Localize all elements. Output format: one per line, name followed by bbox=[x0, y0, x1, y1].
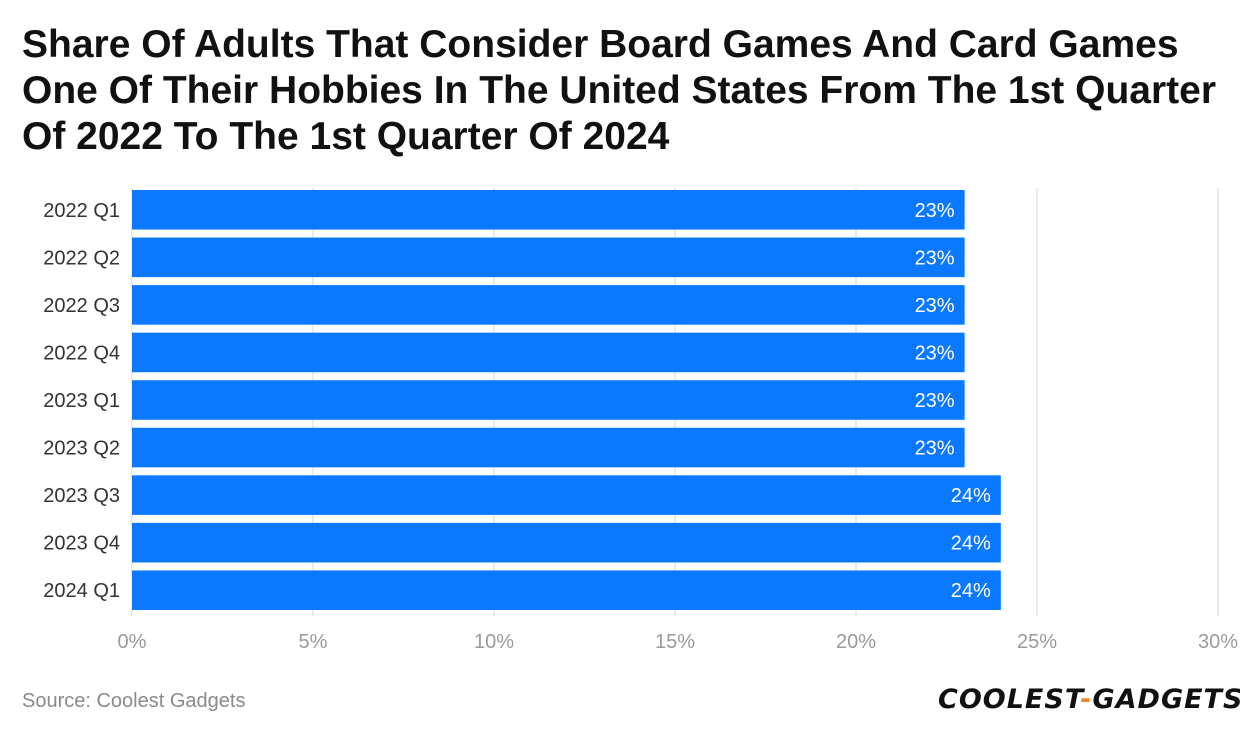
data-label: 23% bbox=[915, 438, 955, 460]
category-label: 2023 Q3 bbox=[43, 485, 120, 507]
data-label: 23% bbox=[915, 247, 955, 269]
brand-logo: COOLEST-GADGETS bbox=[938, 684, 1240, 715]
bar bbox=[132, 427, 965, 468]
bars: 23% 23% 23% 23% 23% 23% 24% 24% 24% bbox=[132, 190, 1001, 610]
x-tick-label: 5% bbox=[299, 631, 328, 653]
x-tick-label: 20% bbox=[836, 631, 876, 653]
category-label: 2022 Q1 bbox=[43, 200, 120, 222]
data-label: 23% bbox=[915, 200, 955, 222]
data-label: 24% bbox=[951, 485, 991, 507]
chart-title: Share Of Adults That Consider Board Game… bbox=[22, 23, 1217, 158]
bar bbox=[132, 237, 965, 278]
x-tick-label: 0% bbox=[118, 631, 147, 653]
data-label: 23% bbox=[915, 295, 955, 317]
x-tick-label: 30% bbox=[1198, 631, 1238, 653]
category-label: 2023 Q2 bbox=[43, 438, 120, 460]
data-label: 23% bbox=[915, 390, 955, 412]
category-label: 2024 Q1 bbox=[43, 580, 120, 602]
x-tick-label: 25% bbox=[1017, 631, 1057, 653]
category-label: 2022 Q4 bbox=[43, 342, 120, 364]
category-label: 2022 Q2 bbox=[43, 247, 120, 269]
bar bbox=[132, 190, 965, 230]
category-label: 2023 Q1 bbox=[43, 390, 120, 412]
data-label: 24% bbox=[951, 533, 991, 555]
logo-dash: - bbox=[1080, 684, 1093, 715]
bar bbox=[132, 570, 1001, 610]
category-label: 2023 Q4 bbox=[43, 533, 120, 555]
x-tick-label: 15% bbox=[655, 631, 695, 653]
bar bbox=[132, 475, 1001, 515]
logo-text-coolest: COOLEST bbox=[938, 684, 1081, 715]
logo-text-gadgets: GADGETS bbox=[1092, 684, 1240, 715]
x-tick-label: 10% bbox=[474, 631, 514, 653]
category-label: 2022 Q3 bbox=[43, 295, 120, 317]
bar bbox=[132, 380, 965, 420]
data-label: 23% bbox=[915, 342, 955, 364]
data-label: 24% bbox=[951, 580, 991, 602]
bar bbox=[132, 285, 965, 325]
bar bbox=[132, 332, 965, 373]
category-labels: 2022 Q1 2022 Q2 2022 Q3 2022 Q4 2023 Q1 2023 … bbox=[43, 200, 120, 602]
x-tick-labels: 0% 5% 10% 15% 20% 25% 30% bbox=[118, 631, 1239, 653]
source-note: Source: Coolest Gadgets bbox=[22, 690, 246, 712]
bar bbox=[132, 522, 1001, 563]
